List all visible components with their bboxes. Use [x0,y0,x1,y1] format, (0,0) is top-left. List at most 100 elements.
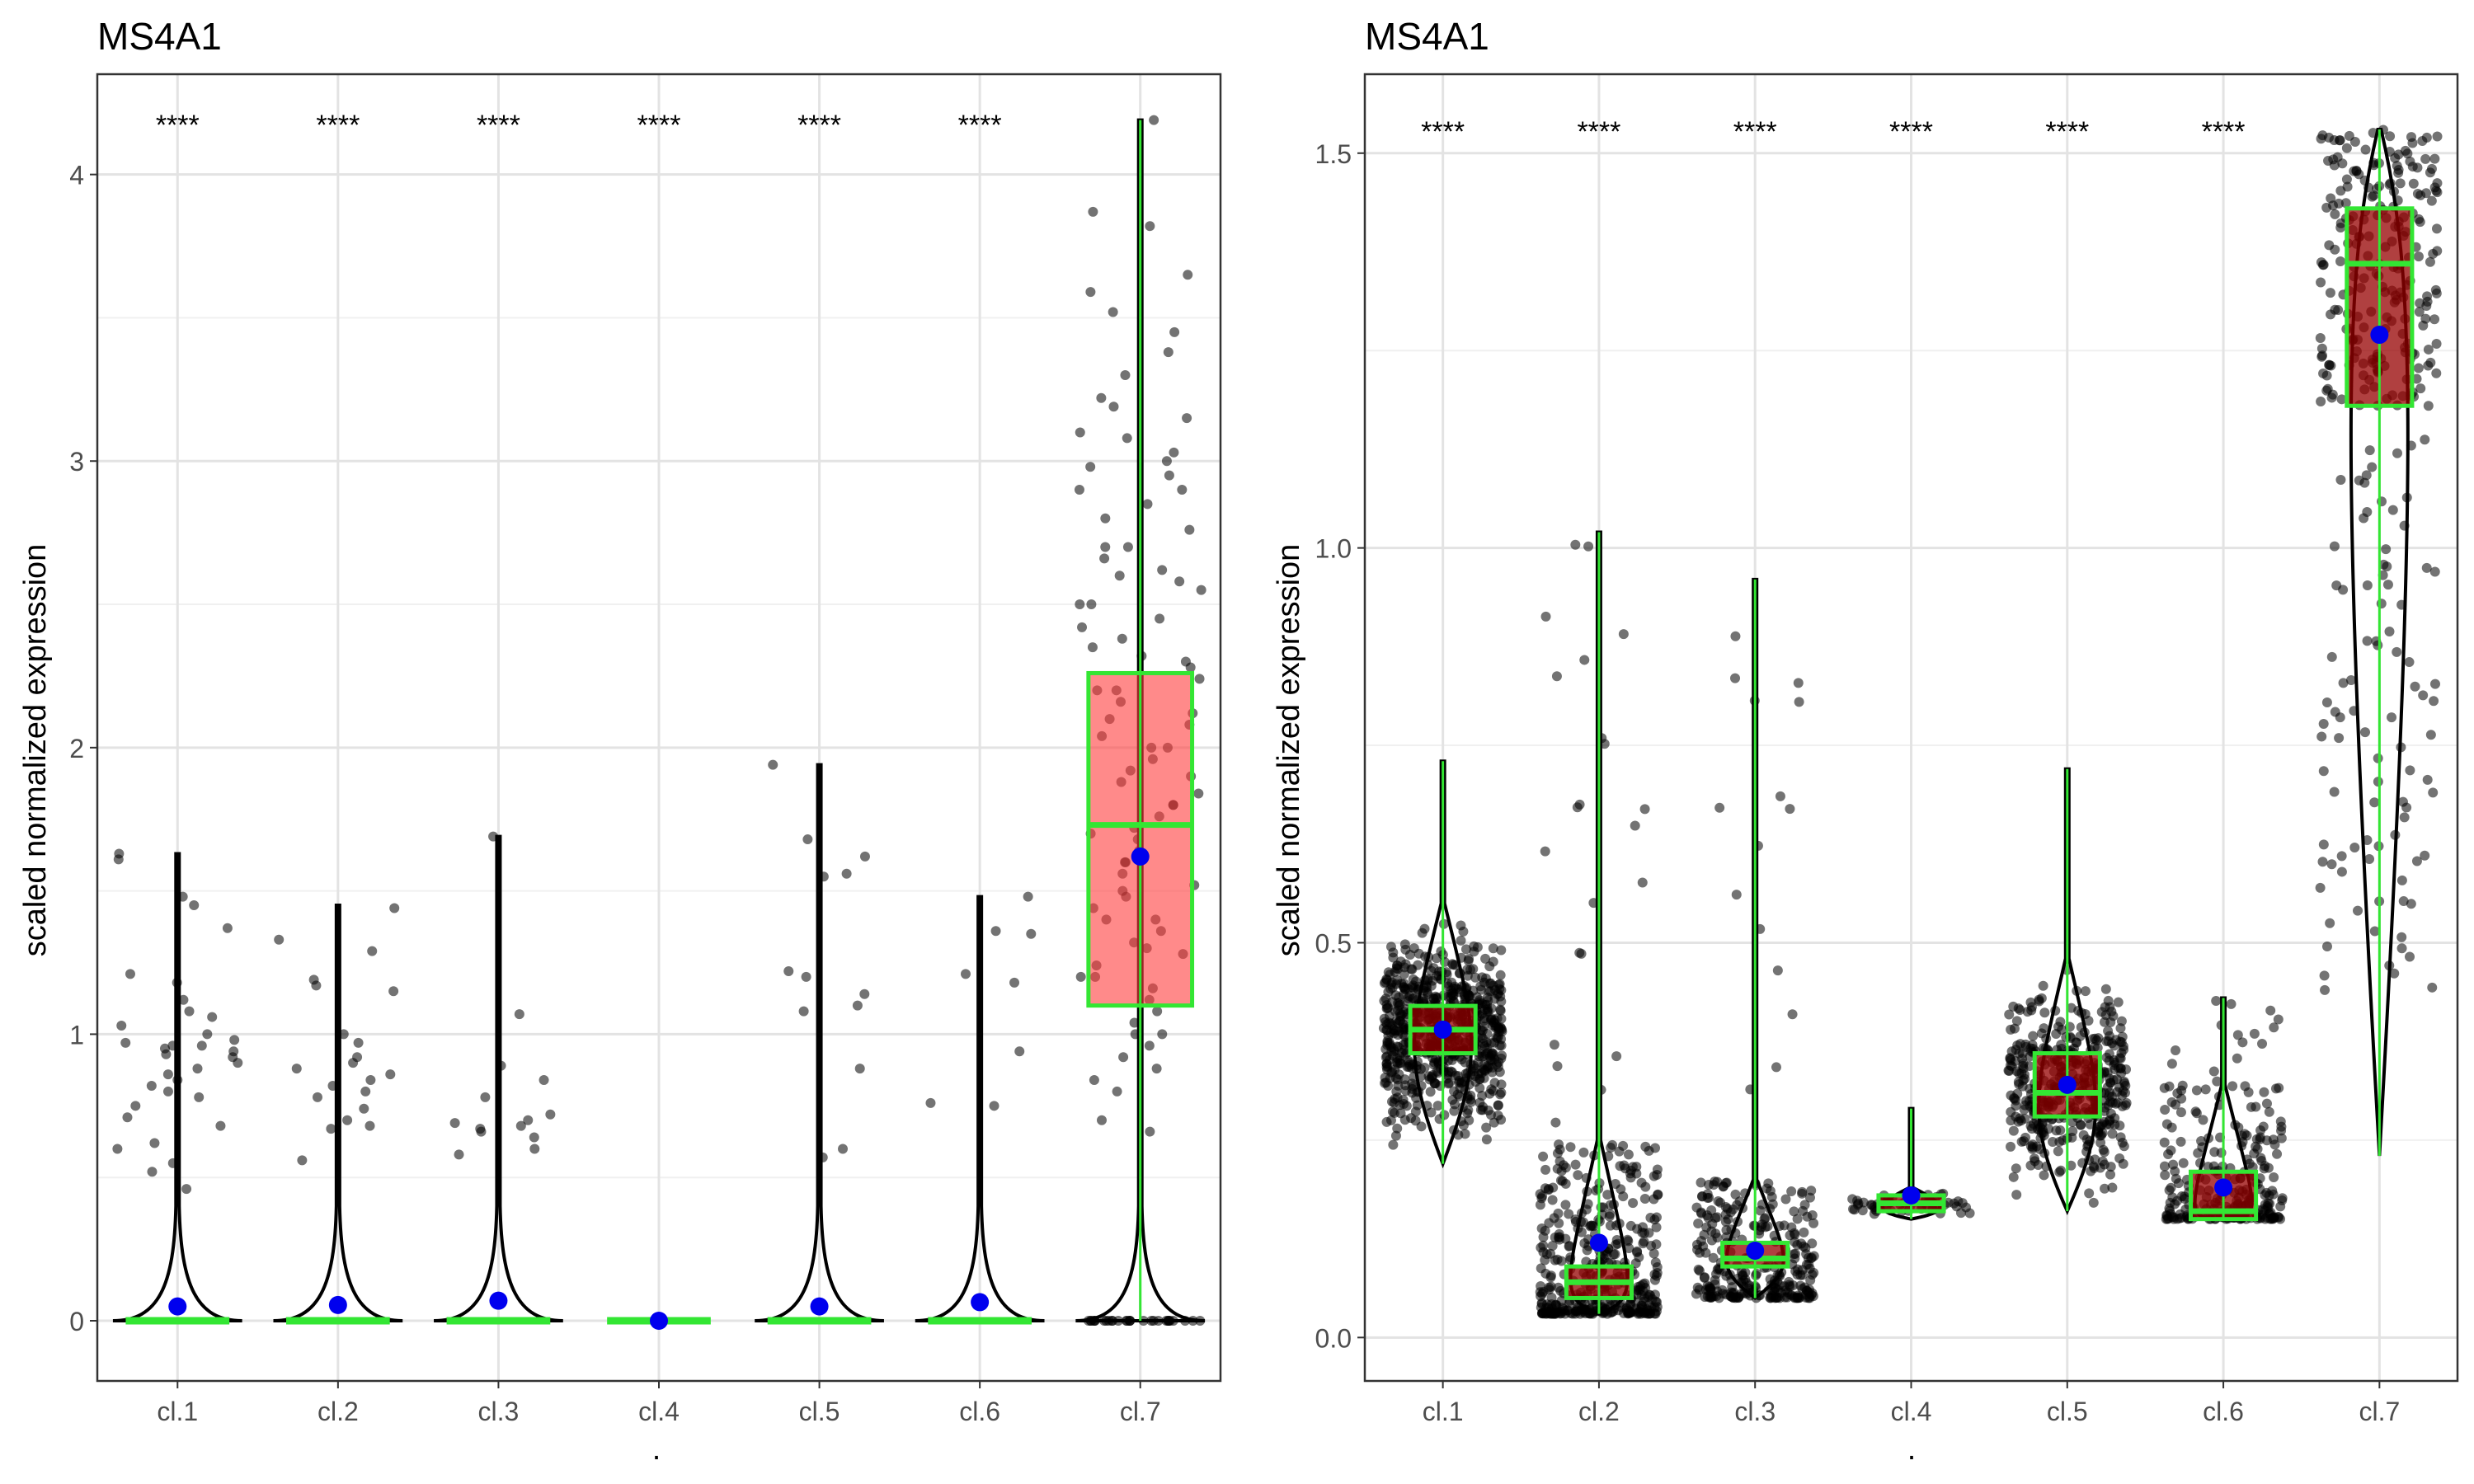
data-point [1538,1151,1549,1162]
y-axis-label: scaled normalized expression [18,544,53,957]
data-point [2267,1186,2278,1196]
data-point [2259,1087,2269,1097]
violin [273,904,403,1323]
data-point [1099,553,1110,564]
data-point [1169,447,1179,458]
data-point [2072,1037,2082,1048]
data-point [2429,696,2439,707]
data-point [1618,1191,1629,1202]
data-point [1637,877,1648,888]
data-point [2084,1188,2095,1199]
data-point [1427,1072,1437,1082]
data-point [1389,1107,1399,1118]
data-point [1651,1222,1662,1233]
data-point [2011,1163,2021,1174]
data-point [1014,1046,1025,1057]
data-point [2384,627,2395,637]
data-point [1388,1024,1399,1035]
data-point [2017,1054,2028,1064]
data-point [1565,1142,1576,1153]
data-point [1152,1006,1163,1017]
data-point [1639,804,1650,815]
significance-label: **** [1889,116,1933,148]
data-point [222,923,233,933]
data-point [1184,524,1195,535]
data-point [2276,1121,2287,1132]
data-point [2338,585,2349,595]
x-axis-label: . [652,1432,661,1467]
significance-label: **** [1421,116,1465,148]
data-point [1423,975,1433,986]
y-tick-label: 0.0 [1315,1323,1352,1353]
data-point [2011,1066,2022,1077]
data-point [2015,1113,2025,1124]
data-point [2396,943,2407,954]
data-point [852,1000,863,1011]
data-point [1708,1252,1719,1263]
data-point [2160,1104,2171,1115]
data-point [2420,188,2431,199]
data-point [2274,1082,2284,1093]
data-point [990,926,1001,937]
data-point [1183,270,1193,280]
y-tick-label: 0.5 [1315,928,1352,958]
data-point [1555,1175,1566,1186]
violin [112,852,242,1323]
data-point [1085,462,1096,472]
data-point [2075,1120,2086,1130]
mean-point [1589,1233,1608,1252]
data-point [2335,256,2346,266]
data-point [2100,1010,2111,1021]
plot-border [96,73,1222,1383]
data-point [1399,939,1410,950]
data-point [1470,972,1481,983]
data-point [1390,1073,1401,1083]
data-point [1164,470,1174,481]
data-point [1624,1308,1634,1318]
data-point [1413,948,1424,959]
data-point [1793,678,1804,688]
data-point [2316,343,2327,354]
data-point [1074,485,1084,495]
data-point [192,1064,203,1074]
data-point [2359,727,2370,738]
data-point [2387,505,2398,515]
data-point [1766,1290,1777,1301]
data-point [1712,1233,1723,1243]
data-point [2258,1121,2269,1132]
data-point [2080,986,2091,997]
significance-label: **** [2045,116,2089,148]
data-point [1149,115,1159,125]
data-point [1639,1293,1649,1303]
data-point [2263,1198,2274,1209]
data-point [1483,1047,1493,1058]
data-point [523,1115,534,1125]
data-point [1428,963,1439,974]
data-point [1640,1181,1651,1192]
data-point [388,986,399,997]
data-point [2367,462,2378,472]
data-point [1399,962,1410,973]
data-point [2431,186,2442,196]
data-point [2330,244,2340,255]
data-point [2359,513,2369,524]
data-point [162,1069,173,1080]
data-point [2161,1119,2172,1129]
data-point [2180,1204,2191,1214]
data-point [1579,1237,1590,1248]
data-point [2362,636,2373,646]
data-point [1618,629,1629,640]
data-point [1479,1073,1489,1083]
data-point [2336,394,2347,405]
data-point [1618,1140,1629,1151]
data-point [1458,926,1469,937]
data-point [1639,1193,1650,1204]
data-point [539,1075,549,1086]
data-point [1630,820,1640,831]
data-point [2022,1007,2033,1017]
data-point [1023,891,1033,902]
data-point [1385,1042,1396,1053]
data-point [2426,163,2437,174]
data-point [1583,541,1594,552]
data-point [1611,1051,1622,1062]
